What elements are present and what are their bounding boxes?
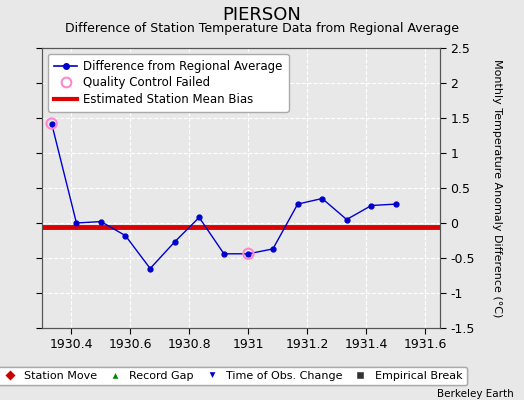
Text: Berkeley Earth: Berkeley Earth xyxy=(437,389,514,399)
Point xyxy=(48,120,56,127)
Text: PIERSON: PIERSON xyxy=(223,6,301,24)
Y-axis label: Monthly Temperature Anomaly Difference (°C): Monthly Temperature Anomaly Difference (… xyxy=(492,59,502,317)
Legend: Station Move, Record Gap, Time of Obs. Change, Empirical Break: Station Move, Record Gap, Time of Obs. C… xyxy=(0,366,467,386)
Point xyxy=(244,250,253,257)
Text: Difference of Station Temperature Data from Regional Average: Difference of Station Temperature Data f… xyxy=(65,22,459,35)
Legend: Difference from Regional Average, Quality Control Failed, Estimated Station Mean: Difference from Regional Average, Qualit… xyxy=(48,54,289,112)
